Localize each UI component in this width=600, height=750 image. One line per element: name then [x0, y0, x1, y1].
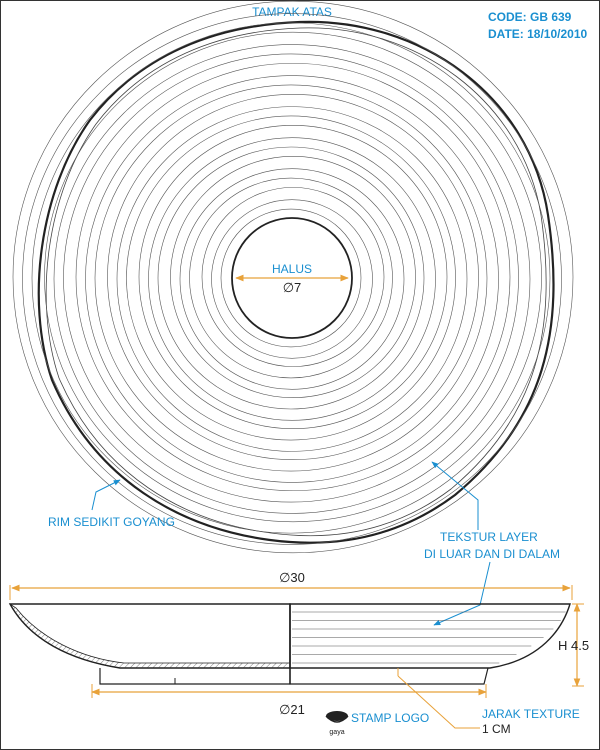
texture-note-line2: DI LUAR DAN DI DALAM	[424, 547, 560, 561]
spacing-label: JARAK TEXTURE	[482, 707, 580, 721]
rim-note-leader	[91, 479, 121, 511]
center-finish-label: HALUS	[272, 262, 312, 276]
texture-ring	[189, 177, 393, 379]
texture-ring	[107, 93, 479, 461]
texture-ring	[179, 168, 405, 390]
exterior-texture-lines	[292, 611, 566, 664]
plate-side-view	[8, 603, 571, 685]
texture-ring	[170, 156, 416, 398]
spacing-leader	[397, 675, 480, 729]
texture-note-leader-top	[431, 461, 479, 530]
texture-note-line1: TEKSTUR LAYER	[440, 530, 538, 544]
drawing-code: CODE: GB 639	[488, 10, 572, 24]
stamp-brand: gaya	[329, 729, 344, 736]
texture-ring	[116, 106, 468, 452]
texture-ring	[12, 0, 574, 554]
texture-ring	[211, 199, 373, 359]
texture-ring	[85, 75, 499, 483]
plate-foot-left	[99, 668, 291, 685]
center-diameter-label: ∅7	[283, 280, 302, 295]
drawing-date: DATE: 18/10/2010	[488, 27, 587, 41]
texture-ring	[126, 115, 456, 441]
texture-note-leader-side	[433, 561, 491, 626]
texture-ring	[157, 146, 425, 410]
texture-ring	[138, 125, 448, 429]
texture-rings	[12, 0, 574, 554]
plate-rim-inner	[45, 27, 547, 537]
plate-rim-outer	[37, 20, 555, 544]
texture-ring	[53, 44, 531, 514]
texture-ring	[75, 62, 511, 492]
plate-top-view	[12, 0, 574, 554]
texture-ring	[44, 31, 542, 523]
height-label: H 4.5	[558, 638, 589, 653]
outer-diameter-label: ∅30	[279, 570, 305, 585]
texture-ring	[201, 187, 385, 367]
view-title: TAMPAK ATAS	[252, 5, 332, 19]
plate-foot-right	[289, 667, 489, 685]
plate-section	[8, 603, 291, 669]
rim-note: RIM SEDIKIT GOYANG	[48, 515, 175, 529]
stamp-logo-icon	[325, 711, 349, 723]
plate-exterior	[289, 603, 571, 669]
texture-ring	[94, 84, 488, 472]
plate-section-hatch	[9, 603, 291, 669]
texture-ring	[220, 208, 362, 348]
texture-ring	[22, 13, 562, 545]
texture-ring	[63, 53, 519, 503]
base-diameter-label: ∅21	[279, 702, 305, 717]
stamp-label: STAMP LOGO	[351, 711, 429, 725]
texture-ring	[148, 137, 436, 421]
texture-ring	[31, 22, 551, 534]
spacing-value: 1 CM	[482, 722, 511, 736]
